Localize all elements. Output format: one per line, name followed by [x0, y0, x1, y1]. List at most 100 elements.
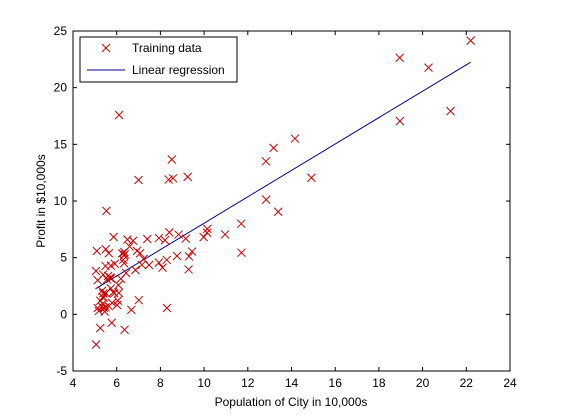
marker-stroke: [184, 265, 193, 274]
marker-stroke: [114, 280, 123, 290]
data-point: [104, 248, 114, 258]
y-tick-label: 20: [54, 81, 68, 95]
marker-stroke: [162, 303, 172, 313]
marker-stroke: [114, 110, 124, 120]
y-axis-label: Profit in $10,000s: [34, 154, 48, 247]
data-point: [139, 254, 148, 264]
marker-stroke: [160, 235, 170, 245]
y-tick-label: 25: [54, 24, 68, 38]
data-point: [162, 303, 172, 313]
data-point: [184, 252, 194, 261]
marker-stroke: [261, 195, 271, 204]
data-point: [395, 116, 405, 126]
data-point: [132, 246, 142, 256]
data-point: [202, 228, 212, 237]
data-point: [269, 143, 278, 153]
x-tick-label: 24: [503, 376, 517, 390]
marker-stroke: [107, 318, 117, 328]
x-tick-label: 14: [285, 376, 299, 390]
marker-stroke: [174, 230, 183, 239]
data-point: [142, 234, 152, 244]
scatter-marker-layer: [91, 36, 476, 349]
data-point: [107, 298, 117, 308]
data-point: [119, 258, 129, 268]
data-point: [102, 206, 111, 216]
data-point: [116, 274, 126, 284]
marker-stroke: [187, 247, 197, 256]
marker-stroke: [203, 224, 212, 234]
marker-stroke: [101, 302, 110, 312]
data-point: [106, 261, 116, 270]
y-tick-label: 0: [60, 307, 67, 321]
data-point: [203, 224, 212, 234]
data-point: [261, 195, 271, 204]
data-point: [113, 296, 123, 305]
marker-stroke: [168, 173, 178, 183]
marker-stroke: [144, 260, 154, 270]
data-point: [91, 340, 101, 349]
marker-stroke: [220, 230, 230, 239]
data-point: [92, 246, 102, 256]
marker-stroke: [91, 340, 101, 349]
data-point: [101, 288, 111, 298]
axes-box: [72, 30, 511, 372]
data-point: [118, 255, 128, 265]
marker-stroke: [95, 296, 105, 306]
data-point: [174, 230, 183, 239]
legend-x-marker: [101, 43, 111, 53]
marker-stroke: [131, 265, 140, 275]
data-point: [187, 247, 197, 256]
marker-stroke: [119, 247, 129, 257]
data-point: [424, 63, 433, 72]
y-tick-label: 5: [60, 251, 67, 265]
marker-stroke: [92, 246, 102, 256]
data-point: [114, 110, 124, 120]
marker-stroke: [93, 275, 103, 285]
x-tick-label: 6: [113, 376, 120, 390]
marker-stroke: [119, 258, 129, 268]
marker-stroke: [134, 175, 143, 185]
marker-stroke: [113, 296, 123, 305]
legend-marker-x-icon: [101, 43, 111, 53]
data-point: [97, 302, 107, 311]
marker-stroke: [97, 302, 107, 311]
legend: Training data Linear regression: [79, 36, 238, 83]
data-point: [109, 232, 118, 242]
data-point: [154, 233, 164, 243]
x-tick-label: 20: [416, 376, 430, 390]
x-tick-label: 8: [157, 376, 164, 390]
data-point: [181, 234, 191, 243]
marker-stroke: [103, 271, 113, 281]
data-point: [236, 219, 246, 229]
data-point: [120, 325, 129, 335]
marker-stroke: [395, 116, 405, 126]
data-point: [261, 156, 271, 166]
data-point: [160, 235, 170, 245]
data-point: [119, 247, 129, 257]
data-point: [466, 36, 476, 45]
data-point: [199, 232, 209, 242]
marker-stroke: [273, 207, 283, 217]
data-point: [237, 248, 246, 258]
data-point: [131, 265, 140, 275]
data-point: [158, 263, 167, 272]
marker-stroke: [395, 53, 405, 63]
regression-line: [95, 61, 471, 290]
marker-stroke: [446, 106, 455, 116]
data-point: [101, 302, 110, 312]
marker-stroke: [307, 173, 316, 183]
marker-stroke: [95, 323, 105, 333]
data-point: [102, 275, 112, 284]
x-tick-label: 18: [372, 376, 386, 390]
data-point: [395, 53, 405, 63]
marker-stroke: [172, 251, 182, 261]
marker-stroke: [165, 228, 174, 237]
marker-stroke: [116, 274, 126, 284]
data-point: [128, 236, 138, 246]
marker-stroke: [269, 143, 278, 153]
data-point: [167, 155, 177, 164]
marker-stroke: [158, 263, 167, 272]
data-point: [307, 173, 316, 183]
marker-stroke: [137, 260, 147, 270]
